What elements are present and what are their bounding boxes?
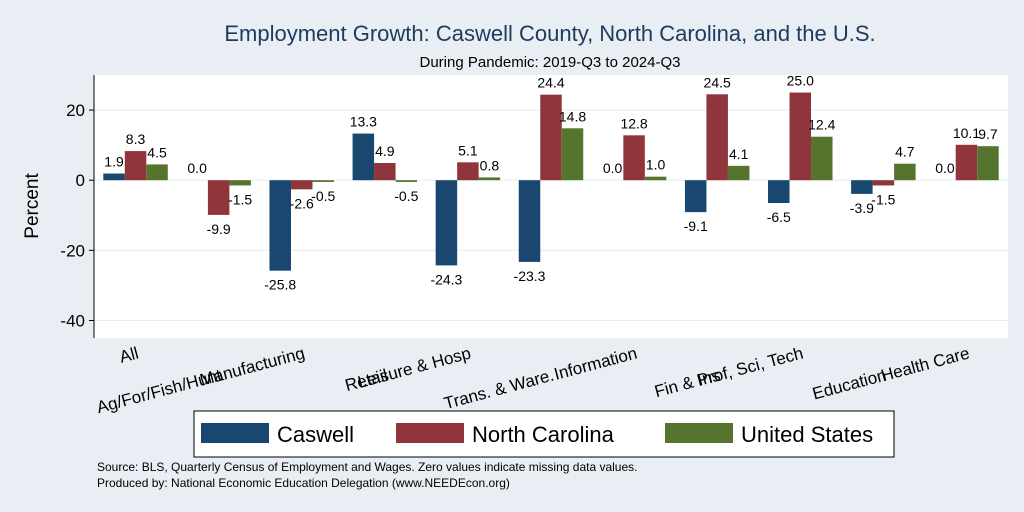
- legend-swatch-united-states: [665, 423, 733, 443]
- data-label-north-carolina-manufacturing: -2.6: [290, 195, 314, 211]
- data-label-north-carolina-retail: 4.9: [375, 143, 395, 159]
- category-label-prof-sci-tech: Prof, Sci, Tech: [695, 344, 805, 391]
- data-label-united-states-manufacturing: -0.5: [311, 188, 335, 204]
- bar-united-states-education: [894, 163, 916, 181]
- data-label-united-states-retail: -0.5: [394, 188, 418, 204]
- data-label-north-carolina-ag-for-fish-hunt: -9.9: [207, 221, 231, 237]
- bar-caswell-fin-ins: [684, 180, 707, 213]
- bar-united-states-health-care: [977, 146, 999, 181]
- bar-north-carolina-manufacturing: [290, 180, 313, 190]
- legend: Caswell North Carolina United States: [193, 410, 895, 458]
- data-label-united-states-leisure-hosp: 0.8: [480, 157, 500, 173]
- y-tick-label: -20: [60, 241, 85, 260]
- data-label-caswell-health-care: 0.0: [935, 160, 955, 176]
- legend-swatch-caswell: [201, 423, 269, 443]
- category-label-information: Information: [552, 344, 639, 384]
- data-label-north-carolina-health-care: 10.1: [953, 125, 980, 141]
- category-label-all: All: [117, 344, 140, 367]
- legend-swatch-north-carolina: [396, 423, 464, 443]
- data-label-united-states-trans-ware: 14.8: [559, 108, 586, 124]
- bar-united-states-manufacturing: [312, 180, 334, 182]
- category-label-education: Education: [810, 366, 888, 404]
- category-label-trans-ware: Trans. & Ware.: [442, 366, 556, 414]
- y-axis-ticks: -40 -20 0 20: [60, 101, 94, 330]
- bar-caswell-prof-sci-tech: [768, 180, 790, 203]
- data-label-caswell-prof-sci-tech: -6.5: [767, 209, 791, 225]
- data-label-united-states-prof-sci-tech: 12.4: [808, 117, 835, 133]
- bar-north-carolina-trans-ware: [540, 94, 562, 181]
- data-label-united-states-education: 4.7: [895, 144, 915, 160]
- bar-united-states-trans-ware: [561, 128, 584, 181]
- data-label-united-states-all: 4.5: [147, 144, 167, 160]
- y-tick-label: 0: [76, 171, 85, 190]
- bar-north-carolina-all: [124, 151, 147, 181]
- data-label-north-carolina-prof-sci-tech: 25.0: [787, 73, 814, 89]
- bar-united-states-prof-sci-tech: [811, 136, 833, 181]
- data-label-united-states-fin-ins: 4.1: [729, 146, 749, 162]
- data-label-caswell-retail: 13.3: [350, 114, 377, 130]
- bar-north-carolina-ag-for-fish-hunt: [207, 180, 230, 215]
- legend-label-north-carolina: North Carolina: [472, 422, 615, 447]
- legend-box: [193, 410, 895, 458]
- y-tick-label: 20: [66, 101, 85, 120]
- data-label-north-carolina-leisure-hosp: 5.1: [458, 142, 478, 158]
- data-label-caswell-fin-ins: -9.1: [684, 218, 708, 234]
- legend-label-caswell: Caswell: [277, 422, 354, 447]
- bar-north-carolina-prof-sci-tech: [789, 92, 812, 181]
- bar-caswell-all: [103, 173, 125, 181]
- data-label-north-carolina-fin-ins: 24.5: [704, 74, 731, 90]
- chart-subtitle: During Pandemic: 2019-Q3 to 2024-Q3: [420, 54, 681, 71]
- data-label-caswell-manufacturing: -25.8: [264, 277, 296, 293]
- bar-united-states-information: [644, 176, 667, 181]
- bar-north-carolina-leisure-hosp: [457, 162, 479, 181]
- bar-caswell-education: [851, 180, 873, 194]
- bar-north-carolina-fin-ins: [706, 94, 728, 181]
- data-label-united-states-information: 1.0: [646, 157, 666, 173]
- category-label-health-care: Health Care: [879, 344, 972, 386]
- data-label-caswell-leisure-hosp: -24.3: [430, 271, 462, 287]
- data-label-united-states-ag-for-fish-hunt: -1.5: [228, 191, 252, 207]
- bar-north-carolina-information: [623, 135, 645, 181]
- bar-united-states-all: [146, 164, 168, 181]
- data-label-caswell-ag-for-fish-hunt: 0.0: [187, 160, 207, 176]
- data-label-united-states-health-care: 9.7: [978, 126, 998, 142]
- bar-caswell-leisure-hosp: [435, 180, 458, 266]
- bar-united-states-retail: [395, 180, 418, 182]
- bars: [103, 92, 999, 271]
- data-label-caswell-education: -3.9: [850, 200, 874, 216]
- bar-north-carolina-retail: [374, 163, 396, 181]
- chart-title: Employment Growth: Caswell County, North…: [224, 21, 875, 46]
- bar-north-carolina-health-care: [955, 144, 978, 181]
- data-label-north-carolina-information: 12.8: [620, 115, 647, 131]
- y-tick-label: -40: [60, 311, 85, 330]
- bar-north-carolina-education: [872, 180, 895, 186]
- category-label-manufacturing: Manufacturing: [198, 344, 307, 390]
- data-label-north-carolina-trans-ware: 24.4: [537, 75, 564, 91]
- data-label-caswell-all: 1.9: [104, 154, 124, 170]
- bar-caswell-manufacturing: [269, 180, 291, 271]
- data-label-caswell-information: 0.0: [603, 160, 623, 176]
- bar-united-states-leisure-hosp: [478, 177, 501, 181]
- legend-label-united-states: United States: [741, 422, 873, 447]
- produced-by-note: Produced by: National Economic Education…: [97, 476, 510, 490]
- bar-caswell-retail: [352, 133, 375, 181]
- bar-united-states-fin-ins: [727, 165, 750, 181]
- source-note: Source: BLS, Quarterly Census of Employm…: [97, 460, 637, 474]
- y-axis-label: Percent: [22, 173, 43, 239]
- bar-caswell-trans-ware: [518, 180, 541, 262]
- data-label-caswell-trans-ware: -23.3: [514, 268, 546, 284]
- data-labels: 1.98.34.50.0-9.9-1.5-25.8-2.6-0.513.34.9…: [104, 73, 998, 293]
- bar-united-states-ag-for-fish-hunt: [229, 180, 251, 186]
- data-label-north-carolina-all: 8.3: [126, 131, 146, 147]
- data-label-north-carolina-education: -1.5: [871, 191, 895, 207]
